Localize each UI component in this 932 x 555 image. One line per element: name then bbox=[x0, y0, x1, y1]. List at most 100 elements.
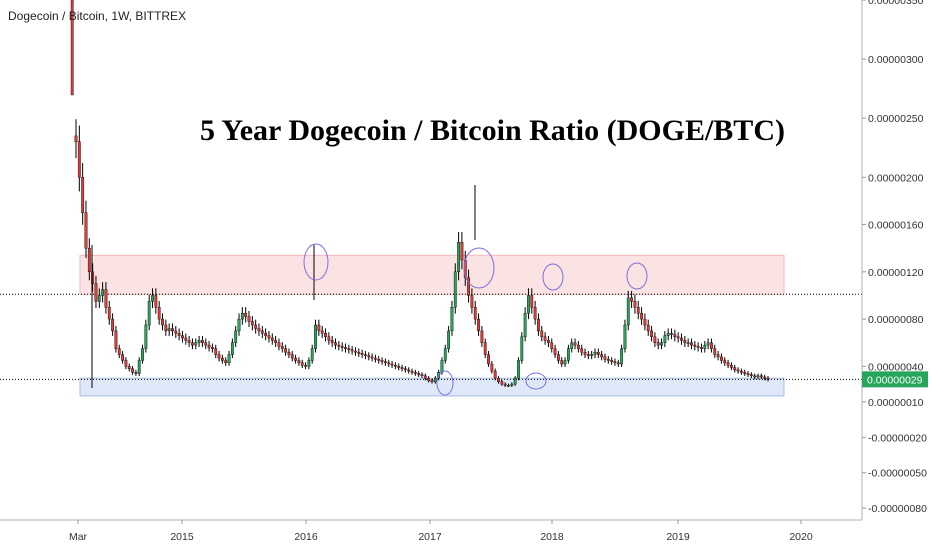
candle-body bbox=[204, 342, 208, 346]
candle-body bbox=[586, 354, 590, 356]
candle-body bbox=[766, 377, 770, 380]
candle-body bbox=[593, 351, 597, 355]
candle-body bbox=[201, 340, 204, 343]
price-zones bbox=[79, 254, 785, 397]
candle-body bbox=[500, 381, 504, 385]
y-tick-label: 0.00000300 bbox=[868, 54, 924, 66]
candle-body bbox=[224, 360, 228, 364]
last-price-badge: 0.00000029 bbox=[862, 371, 928, 388]
candle-body bbox=[134, 372, 138, 374]
candle-body bbox=[576, 344, 580, 349]
candle-body bbox=[610, 360, 614, 362]
candle-body bbox=[410, 370, 414, 373]
candle-body bbox=[683, 340, 687, 343]
candle-body bbox=[300, 362, 304, 366]
x-tick-label: 2017 bbox=[418, 531, 442, 543]
candle-body bbox=[497, 377, 500, 382]
candle-body bbox=[553, 348, 557, 355]
candle-body bbox=[583, 351, 587, 355]
x-tick-label: 2020 bbox=[789, 531, 813, 543]
candle-body bbox=[450, 307, 454, 332]
candle-body bbox=[743, 372, 747, 374]
candle-body bbox=[713, 348, 717, 355]
candle-body bbox=[131, 368, 134, 373]
candle-body bbox=[111, 318, 114, 332]
candle-body bbox=[211, 347, 214, 349]
candle-body bbox=[520, 336, 524, 361]
candle-body bbox=[91, 271, 95, 284]
y-tick-label: 0.00000040 bbox=[868, 361, 924, 373]
candle-body bbox=[510, 383, 514, 386]
candle-body bbox=[297, 360, 301, 364]
candle-body bbox=[636, 307, 640, 314]
highlight-circle bbox=[542, 263, 564, 291]
support-zone bbox=[79, 377, 785, 397]
candle-body bbox=[167, 328, 171, 332]
candle-body bbox=[540, 330, 544, 338]
candle-body bbox=[154, 295, 158, 308]
candle-body bbox=[101, 289, 105, 296]
candle-body bbox=[197, 340, 201, 343]
candle-body bbox=[523, 312, 527, 338]
y-tick-label: -0.00000020 bbox=[868, 432, 927, 444]
candle-body bbox=[387, 362, 391, 365]
candle-body bbox=[457, 242, 460, 273]
highlight-circle bbox=[463, 247, 495, 289]
candle-body bbox=[270, 337, 274, 341]
candle-body bbox=[537, 318, 540, 332]
last-price-box bbox=[862, 371, 928, 388]
candle-body bbox=[763, 376, 767, 379]
candle-body bbox=[147, 301, 151, 326]
candle-body bbox=[690, 342, 693, 346]
y-tick-label: 0.00000200 bbox=[868, 172, 924, 184]
candle-body bbox=[354, 350, 357, 353]
candle-body bbox=[739, 370, 743, 373]
candle-body bbox=[310, 348, 314, 361]
candle-body bbox=[487, 354, 490, 365]
candle-body bbox=[360, 353, 364, 355]
candle-body bbox=[543, 336, 547, 341]
candle-body bbox=[171, 328, 174, 332]
candle-body bbox=[174, 330, 178, 334]
candle-body bbox=[280, 346, 284, 349]
candle-body bbox=[563, 360, 567, 365]
candle-body bbox=[397, 366, 401, 368]
candle-body bbox=[643, 318, 647, 326]
candle-body bbox=[527, 295, 530, 314]
candle-body bbox=[240, 312, 244, 320]
candle-body bbox=[530, 295, 534, 308]
candle-body bbox=[547, 340, 550, 343]
candle-body bbox=[87, 247, 91, 273]
candle-body bbox=[417, 373, 421, 375]
candle-body bbox=[550, 342, 554, 349]
candle-body bbox=[440, 360, 444, 373]
candle-body bbox=[307, 360, 311, 367]
candle-body bbox=[663, 335, 667, 343]
candle-body bbox=[164, 324, 168, 332]
candle-body bbox=[244, 312, 248, 317]
chart-annotation-title: 5 Year Dogecoin / Bitcoin Ratio (DOGE/BT… bbox=[200, 114, 785, 147]
candle-body bbox=[390, 363, 394, 366]
candle-body bbox=[736, 369, 740, 372]
candle-body bbox=[427, 377, 431, 381]
candle-body bbox=[570, 342, 574, 349]
candle-body bbox=[676, 336, 680, 339]
candle-body bbox=[344, 347, 347, 349]
candle-body bbox=[334, 342, 337, 346]
candle-body bbox=[606, 359, 610, 361]
candle-body bbox=[94, 283, 98, 302]
candle-body bbox=[420, 374, 424, 377]
candle-body bbox=[217, 354, 221, 359]
candle-body bbox=[673, 334, 677, 338]
candle-body bbox=[220, 357, 224, 361]
x-tick-label: 2016 bbox=[294, 531, 318, 543]
candle-body bbox=[234, 330, 238, 343]
x-tick-label: 2018 bbox=[540, 531, 564, 543]
candle-body bbox=[141, 348, 144, 361]
candle-body bbox=[603, 356, 607, 360]
candle-body bbox=[137, 360, 141, 374]
candle-body bbox=[264, 333, 268, 336]
candle-body bbox=[656, 342, 660, 346]
